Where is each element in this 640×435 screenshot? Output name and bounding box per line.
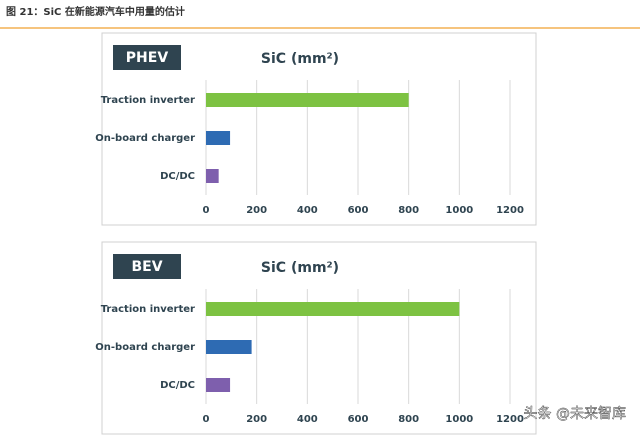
bar <box>206 302 460 316</box>
x-tick-label: 800 <box>398 205 419 216</box>
chart-title: SiC (mm²) <box>261 51 339 67</box>
x-tick-label: 1200 <box>496 414 524 425</box>
x-tick-label: 400 <box>297 414 318 425</box>
x-tick-label: 600 <box>348 205 369 216</box>
x-tick-label: 1000 <box>445 414 473 425</box>
x-tick-label: 200 <box>246 414 267 425</box>
y-tick-label: On-board charger <box>95 133 195 144</box>
panel-badge <box>113 45 181 70</box>
y-tick-label: Traction inverter <box>101 95 195 106</box>
x-tick-label: 0 <box>203 414 210 425</box>
y-tick-label: Traction inverter <box>101 304 195 315</box>
bar <box>206 93 409 107</box>
bar <box>206 169 219 183</box>
panel-label: PHEV <box>126 50 169 66</box>
chart-title: SiC (mm²) <box>261 260 339 276</box>
watermark: 头条 @未来智库 <box>524 405 626 422</box>
y-tick-label: On-board charger <box>95 342 195 353</box>
x-tick-label: 1000 <box>445 205 473 216</box>
panel-badge <box>113 254 181 279</box>
figure-title: 图 21：SiC 在新能源汽车中用量的估计 <box>6 5 185 18</box>
x-tick-label: 0 <box>203 205 210 216</box>
y-tick-label: DC/DC <box>160 380 195 391</box>
x-tick-label: 600 <box>348 414 369 425</box>
bar <box>206 340 252 354</box>
x-tick-label: 1200 <box>496 205 524 216</box>
panel-label: BEV <box>131 259 162 275</box>
bar <box>206 378 231 392</box>
x-tick-label: 200 <box>246 205 267 216</box>
x-tick-label: 400 <box>297 205 318 216</box>
y-tick-label: DC/DC <box>160 171 195 182</box>
x-tick-label: 800 <box>398 414 419 425</box>
bar <box>206 131 231 145</box>
